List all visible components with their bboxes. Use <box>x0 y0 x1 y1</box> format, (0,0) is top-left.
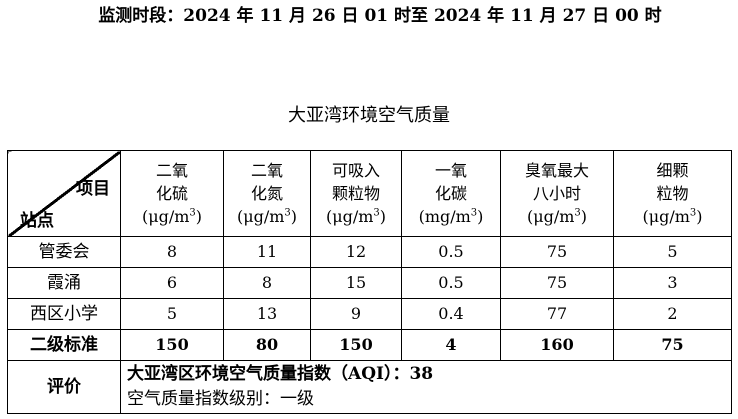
header-line2: 粒物 <box>656 184 689 203</box>
header-line2: 八小时 <box>532 184 581 203</box>
header-unit: (μg/m3) <box>141 207 203 226</box>
aqi-line: 大亚湾区环境空气质量指数（AQI）：38 <box>127 364 434 384</box>
site-name: 西区小学 <box>7 298 121 330</box>
header-unit: (μg/m3) <box>642 207 703 226</box>
value-cell: 3 <box>613 267 732 299</box>
site-label: 站点 <box>20 211 54 231</box>
value-cell: 9 <box>310 298 402 330</box>
value-cell: 5 <box>120 298 224 330</box>
value-cell: 12 <box>310 236 402 268</box>
corner-header-cell: 项目 站点 <box>7 150 121 237</box>
item-label: 项目 <box>76 179 110 199</box>
header-o3-8h: 臭氧最大 八小时 (μg/m3) <box>500 150 614 237</box>
header-line1: 一氧 <box>434 161 467 180</box>
standard-value: 160 <box>500 329 614 361</box>
header-so2: 二氧 化硫 (μg/m3) <box>120 150 224 237</box>
table-row: 管委会 8 11 12 0.5 75 5 <box>7 236 732 268</box>
value-cell: 2 <box>613 298 732 330</box>
evaluation-row: 评价 大亚湾区环境空气质量指数（AQI）：38 空气质量指数级别：一级 <box>7 360 732 414</box>
value-cell: 8 <box>223 267 311 299</box>
header-line1: 可吸入 <box>331 161 380 180</box>
value-cell: 0.4 <box>401 298 501 330</box>
value-cell: 11 <box>223 236 311 268</box>
standard-value: 150 <box>120 329 224 361</box>
value-cell: 0.5 <box>401 236 501 268</box>
header-unit: (μg/m3) <box>526 207 588 226</box>
evaluation-label: 评价 <box>7 360 121 414</box>
report-title: 大亚湾环境空气质量 <box>288 105 450 126</box>
standard-value: 80 <box>223 329 311 361</box>
header-line1: 二氧 <box>250 161 283 180</box>
site-name: 霞涌 <box>7 267 121 299</box>
value-cell: 0.5 <box>401 267 501 299</box>
value-cell: 8 <box>120 236 224 268</box>
standard-value: 150 <box>310 329 402 361</box>
header-co: 一氧 化碳 (mg/m3) <box>401 150 501 237</box>
aqi-level-line: 空气质量指数级别：一级 <box>127 389 314 409</box>
header-pm25: 细颗 粒物 (μg/m3) <box>613 150 732 237</box>
header-unit: (μg/m3) <box>236 207 298 226</box>
site-name: 管委会 <box>7 236 121 268</box>
value-cell: 15 <box>310 267 402 299</box>
value-cell: 75 <box>500 267 614 299</box>
header-line1: 臭氧最大 <box>524 161 589 180</box>
header-line2: 化氮 <box>250 184 283 203</box>
air-quality-table: 项目 站点 二氧 化硫 (μg/m3) 二氧 化氮 (μg/m3) 可吸入 颗粒… <box>7 150 732 414</box>
header-line2: 化碳 <box>434 184 467 203</box>
value-cell: 77 <box>500 298 614 330</box>
value-cell: 5 <box>613 236 732 268</box>
header-unit: (mg/m3) <box>418 207 484 226</box>
header-line1: 细颗 <box>656 161 689 180</box>
value-cell: 13 <box>223 298 311 330</box>
standard-value: 4 <box>401 329 501 361</box>
header-row: 项目 站点 二氧 化硫 (μg/m3) 二氧 化氮 (μg/m3) 可吸入 颗粒… <box>7 150 732 237</box>
standard-value: 75 <box>613 329 732 361</box>
table-row: 西区小学 5 13 9 0.4 77 2 <box>7 298 732 330</box>
header-pm10: 可吸入 颗粒物 (μg/m3) <box>310 150 402 237</box>
standard-label: 二级标准 <box>7 329 121 361</box>
header-no2: 二氧 化氮 (μg/m3) <box>223 150 311 237</box>
monitoring-period: 监测时段：2024 年 11 月 26 日 01 时至 2024 年 11 月 … <box>98 6 662 26</box>
evaluation-text: 大亚湾区环境空气质量指数（AQI）：38 空气质量指数级别：一级 <box>120 360 732 414</box>
header-line1: 二氧 <box>155 161 188 180</box>
value-cell: 6 <box>120 267 224 299</box>
table-row: 霞涌 6 8 15 0.5 75 3 <box>7 267 732 299</box>
header-line2: 化硫 <box>155 184 188 203</box>
header-unit: (μg/m3) <box>325 207 387 226</box>
value-cell: 75 <box>500 236 614 268</box>
standard-row: 二级标准 150 80 150 4 160 75 <box>7 329 732 361</box>
header-line2: 颗粒物 <box>331 184 380 203</box>
